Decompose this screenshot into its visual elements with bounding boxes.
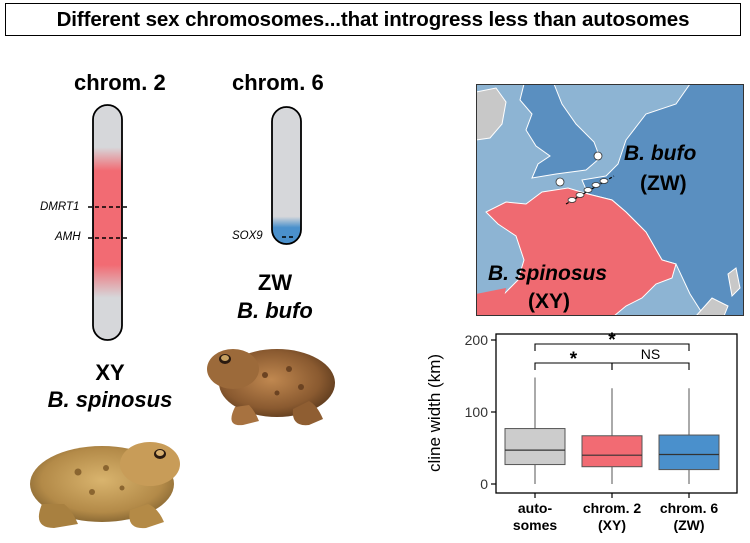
x-tick-label: auto-somes bbox=[513, 500, 558, 533]
bufo-toad-image bbox=[207, 349, 335, 426]
y-ticks: 0 100 200 bbox=[465, 332, 496, 492]
map-spinosus-system: (XY) bbox=[528, 290, 570, 313]
chrom2-chromosome bbox=[88, 104, 127, 341]
chrom6-label: chrom. 6 bbox=[232, 70, 324, 95]
bracket-line bbox=[534, 343, 690, 351]
map-bufo-system: (ZW) bbox=[640, 172, 687, 195]
box-0 bbox=[504, 377, 566, 484]
gene-dmrt1: DMRT1 bbox=[40, 201, 80, 213]
y-axis-label: cline width (km) bbox=[425, 354, 444, 472]
significance-brackets: * * NS bbox=[534, 330, 690, 370]
y-tick-label: 100 bbox=[465, 404, 489, 420]
range-map: B. bufo (ZW) B. spinosus (XY) bbox=[476, 84, 744, 316]
x-tick-label: chrom. 2 (XY) bbox=[583, 500, 642, 533]
x-tick-labels: auto-somes chrom. 2 (XY) chrom. 6 (ZW) bbox=[513, 493, 719, 533]
x-tick-label: chrom. 6 (ZW) bbox=[660, 500, 719, 533]
chrom6-system: ZW bbox=[257, 270, 293, 295]
spinosus-toad-image bbox=[30, 442, 180, 529]
chrom2-system: XY bbox=[95, 360, 125, 385]
sig-bracket-2: NS bbox=[611, 346, 690, 370]
box-body bbox=[504, 428, 566, 466]
figure-title: Different sex chromosomes...that introgr… bbox=[5, 3, 741, 36]
chrom2-species: B. spinosus bbox=[47, 387, 173, 412]
sig-bracket-0: * bbox=[534, 330, 690, 351]
box-2 bbox=[658, 388, 720, 484]
chrom2-label: chrom. 2 bbox=[74, 70, 166, 95]
cline-width-boxplot: cline width (km) 0 100 200 * * NS auto-somes… bbox=[425, 330, 738, 533]
sig-label: * bbox=[608, 330, 616, 351]
box-body bbox=[658, 434, 720, 471]
sig-label: * bbox=[570, 349, 578, 370]
sig-label: NS bbox=[641, 346, 660, 362]
chrom6-chromosome bbox=[271, 106, 302, 245]
gene-sox9: SOX9 bbox=[232, 230, 263, 242]
map-spinosus-label: B. spinosus bbox=[488, 262, 607, 285]
bracket-line bbox=[611, 362, 690, 370]
y-tick-label: 200 bbox=[465, 332, 489, 348]
boxes bbox=[504, 377, 720, 484]
map-bufo-label: B. bufo bbox=[624, 142, 696, 165]
gene-amh: AMH bbox=[55, 231, 81, 243]
box-body bbox=[581, 435, 643, 468]
box-1 bbox=[581, 388, 643, 484]
chrom6-species: B. bufo bbox=[237, 298, 313, 323]
y-tick-label: 0 bbox=[480, 476, 488, 492]
